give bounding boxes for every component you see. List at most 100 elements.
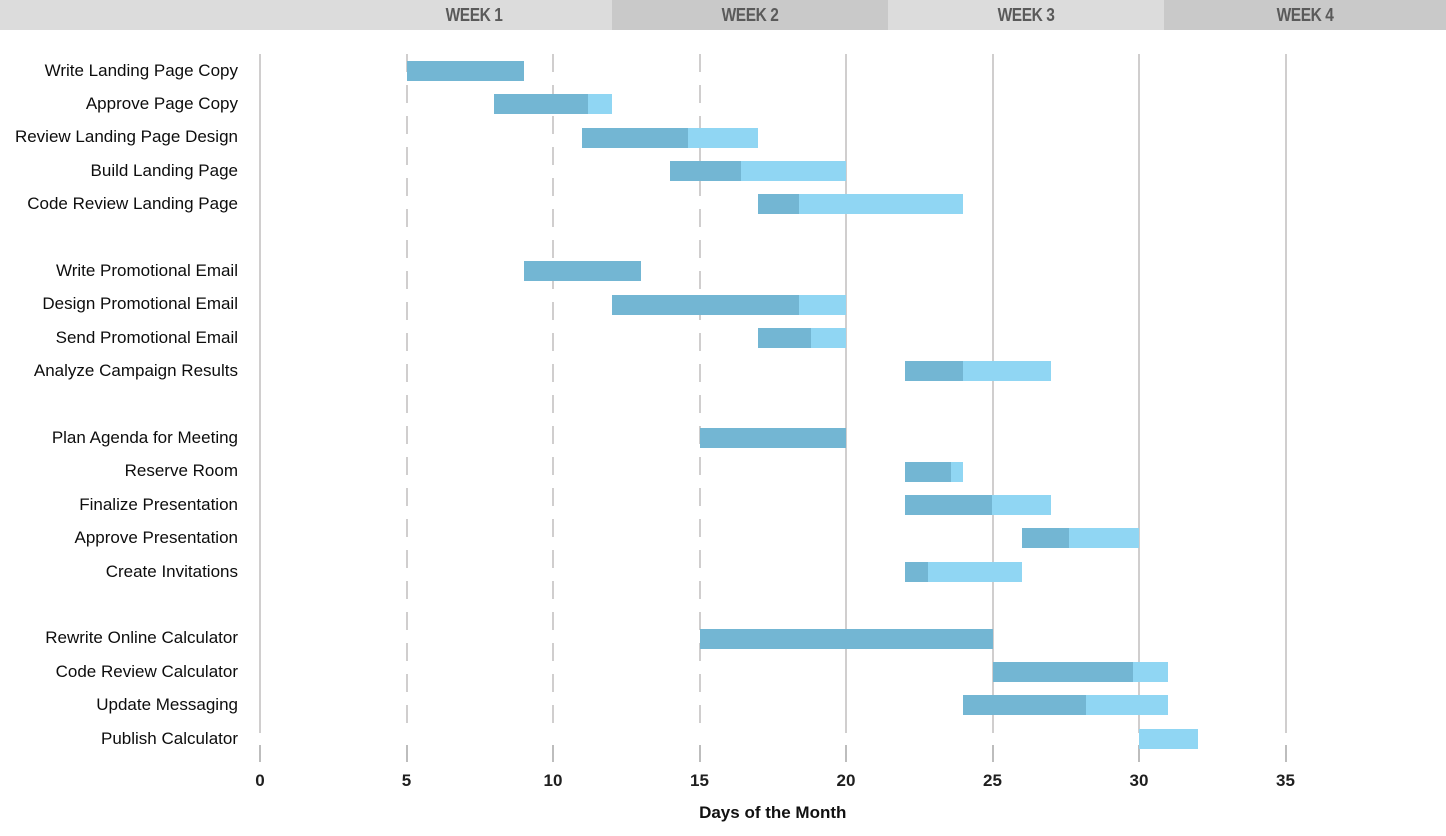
task-bar-complete-segment: [670, 160, 741, 181]
axis-tick-label-day-0: 0: [255, 771, 265, 790]
task-bar-complete-segment: [699, 628, 993, 649]
task-bar-3[interactable]: [582, 127, 759, 148]
task-bar-15[interactable]: [699, 628, 993, 649]
task-bar-16[interactable]: [992, 661, 1169, 682]
task-bar-complete-segment: [1021, 528, 1069, 549]
task-label-1: Write Landing Page Copy: [44, 60, 238, 80]
task-bar-7[interactable]: [611, 294, 846, 315]
task-bar-complete-segment: [494, 94, 589, 115]
task-bar-complete-segment: [904, 461, 952, 482]
axis-tick-label-day-30: 30: [1129, 771, 1149, 790]
task-label-16: Code Review Calculator: [55, 661, 238, 681]
task-label-13: Approve Presentation: [74, 528, 239, 548]
week-3-label: WEEK 3: [997, 4, 1055, 25]
task-bar-8[interactable]: [758, 327, 846, 348]
task-bar-complete-segment: [963, 695, 1087, 716]
task-bar-remaining-segment: [963, 361, 1052, 382]
task-label-9: Analyze Campaign Results: [33, 361, 238, 381]
task-bar-complete-segment: [904, 494, 993, 515]
task-label-3: Review Landing Page Design: [14, 127, 238, 147]
gridline-day-10: [552, 54, 554, 733]
task-bar-10[interactable]: [699, 428, 846, 449]
task-bar-remaining-segment: [740, 160, 846, 181]
task-bar-remaining-segment: [1086, 695, 1169, 716]
task-label-6: Write Promotional Email: [55, 261, 238, 281]
task-label-17: Update Messaging: [96, 695, 238, 715]
axis-tick-day-10: [552, 745, 554, 762]
task-bar-complete-segment: [582, 127, 688, 148]
gridline-day-0: [259, 54, 261, 733]
axis-tick-label-day-20: 20: [836, 771, 856, 790]
task-bar-complete-segment: [904, 361, 964, 382]
task-bar-12[interactable]: [904, 494, 1052, 515]
task-label-4: Build Landing Page: [90, 160, 238, 180]
week-header-spacer: [0, 0, 336, 30]
task-bar-14[interactable]: [904, 561, 1022, 582]
axis-tick-label-day-10: 10: [543, 771, 563, 790]
axis-tick-day-30: [1138, 745, 1140, 762]
task-bar-5[interactable]: [758, 194, 964, 215]
task-bar-remaining-segment: [951, 461, 964, 482]
axis-tick-label-day-15: 15: [690, 771, 709, 790]
task-bar-complete-segment: [611, 294, 800, 315]
task-bar-complete-segment: [992, 661, 1134, 682]
gridline-day-35: [1284, 54, 1287, 733]
task-bar-remaining-segment: [1068, 528, 1139, 549]
task-bar-remaining-segment: [992, 494, 1052, 515]
task-bar-remaining-segment: [588, 94, 612, 115]
task-label-8: Send Promotional Email: [55, 327, 238, 347]
task-bar-complete-segment: [758, 327, 811, 348]
task-bar-complete-segment: [699, 428, 846, 449]
gridline-day-25: [991, 54, 994, 733]
task-bar-6[interactable]: [523, 261, 641, 282]
week-header-band: WEEK 1 WEEK 2 WEEK 3 WEEK 4: [0, 0, 1446, 30]
gridline-day-5: [405, 54, 408, 733]
axis-tick-label-day-5: 5: [401, 771, 412, 790]
task-label-5: Code Review Landing Page: [27, 194, 238, 214]
task-label-2: Approve Page Copy: [85, 94, 238, 114]
task-bar-remaining-segment: [799, 294, 846, 315]
axis-tick-day-0: [259, 745, 261, 762]
task-bar-complete-segment: [758, 194, 800, 215]
week-1-header: WEEK 1: [336, 0, 612, 30]
task-bar-9[interactable]: [904, 361, 1052, 382]
axis-tick-day-25: [991, 745, 994, 762]
task-bar-2[interactable]: [494, 94, 612, 115]
week-4-label: WEEK 4: [1276, 4, 1334, 25]
gridline-day-20: [845, 54, 847, 733]
task-label-14: Create Invitations: [105, 561, 238, 581]
axis-tick-day-35: [1284, 745, 1287, 762]
task-label-7: Design Promotional Email: [42, 294, 238, 314]
task-bar-4[interactable]: [670, 160, 846, 181]
task-bar-1[interactable]: [406, 60, 524, 81]
week-1-label: WEEK 1: [445, 4, 503, 25]
task-bar-remaining-segment: [810, 327, 846, 348]
week-2-header: WEEK 2: [612, 0, 888, 30]
task-bar-11[interactable]: [904, 461, 964, 482]
week-2-label: WEEK 2: [721, 4, 779, 25]
task-bar-remaining-segment: [1133, 661, 1169, 682]
task-bar-13[interactable]: [1021, 528, 1139, 549]
task-bar-complete-segment: [523, 261, 641, 282]
task-bar-17[interactable]: [963, 695, 1169, 716]
week-3-header: WEEK 3: [888, 0, 1164, 30]
axis-tick-day-15: [698, 745, 701, 762]
axis-tick-label-day-25: 25: [983, 771, 1002, 790]
gridline-day-15: [698, 54, 701, 733]
task-bar-18[interactable]: [1139, 728, 1198, 749]
task-bar-remaining-segment: [928, 561, 1022, 582]
task-label-11: Reserve Room: [124, 461, 238, 481]
task-label-15: Rewrite Online Calculator: [45, 628, 238, 648]
task-label-12: Finalize Presentation: [79, 494, 238, 514]
axis-tick-label-day-35: 35: [1276, 771, 1295, 790]
task-bar-remaining-segment: [687, 127, 759, 148]
x-axis-title: Days of the Month: [699, 803, 847, 822]
task-label-18: Publish Calculator: [100, 728, 238, 748]
task-label-10: Plan Agenda for Meeting: [51, 428, 238, 448]
task-bar-remaining-segment: [799, 194, 964, 215]
axis-tick-day-20: [845, 745, 847, 762]
task-bar-complete-segment: [406, 60, 524, 81]
gridline-day-30: [1138, 54, 1140, 733]
